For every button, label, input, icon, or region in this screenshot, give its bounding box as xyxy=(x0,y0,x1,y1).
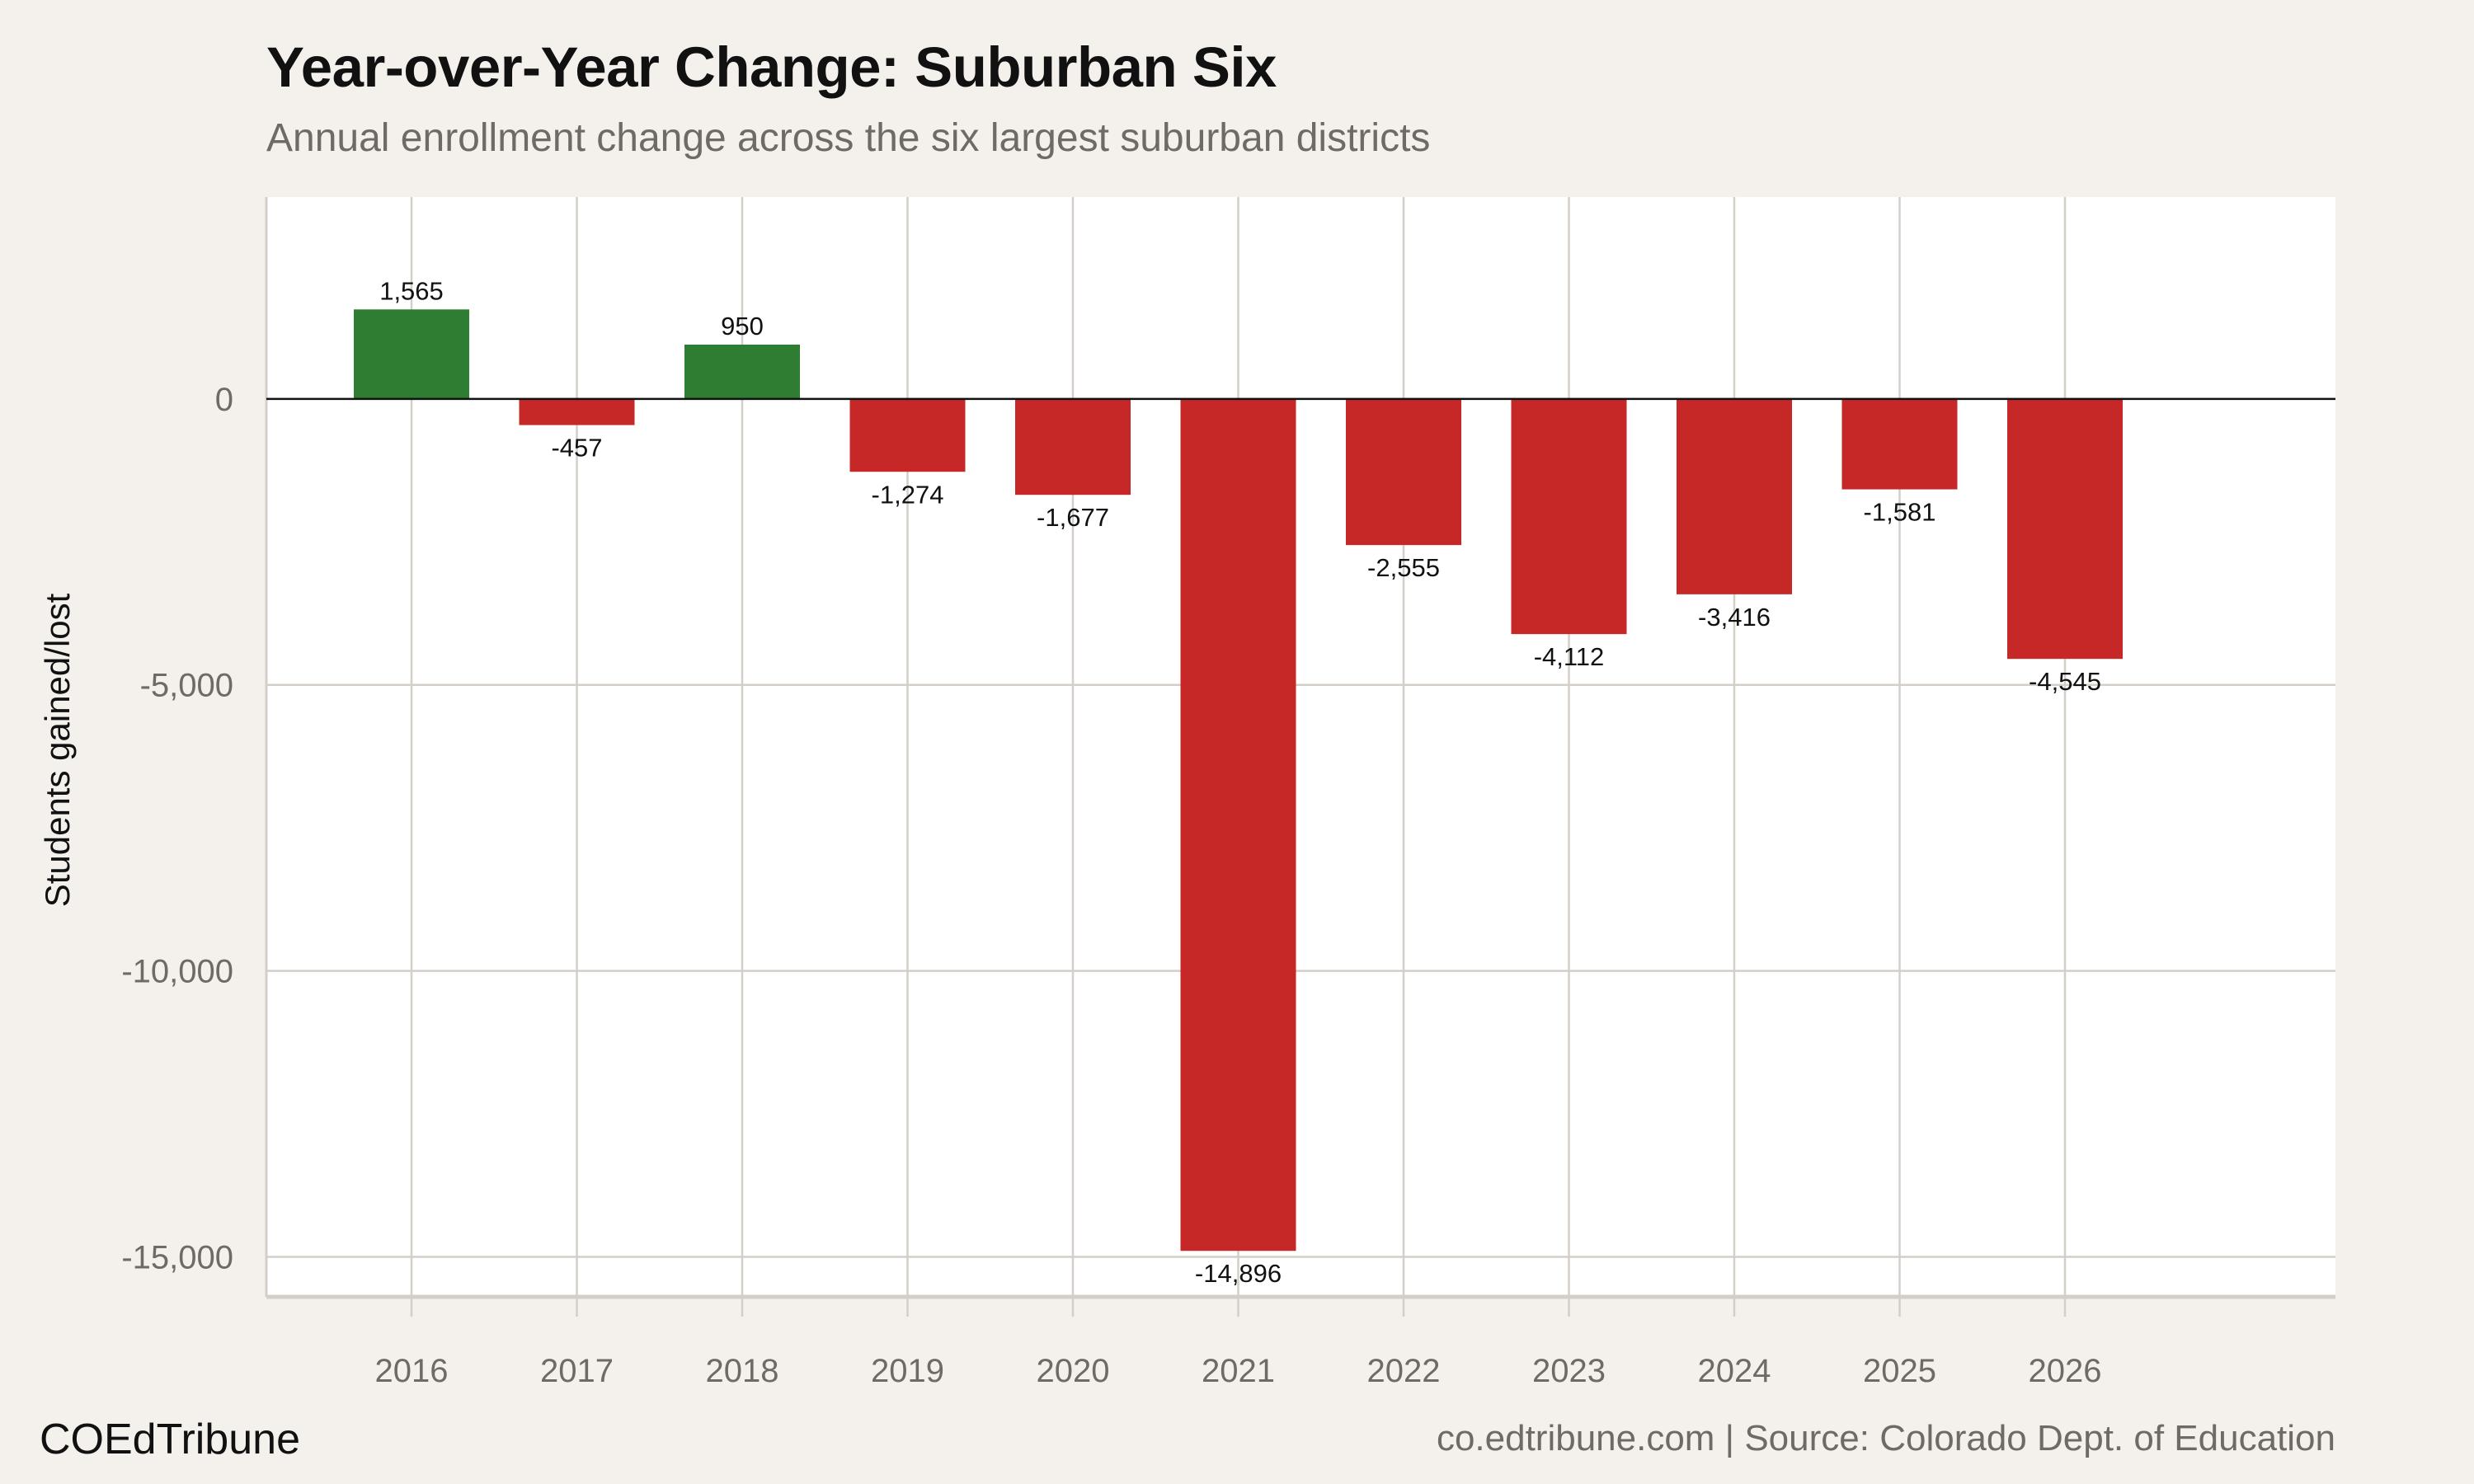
bar-2023 xyxy=(1511,398,1627,635)
x-tick-label: 2024 xyxy=(1698,1353,1771,1389)
bar-2026 xyxy=(2007,398,2123,660)
x-tick-label: 2025 xyxy=(1863,1353,1936,1389)
chart-subtitle: Annual enrollment change across the six … xyxy=(266,116,1431,160)
data-label-2018: 950 xyxy=(721,312,764,340)
bar-2017 xyxy=(519,398,635,425)
x-tick-label: 2016 xyxy=(375,1353,449,1389)
data-label-2019: -1,274 xyxy=(872,480,944,509)
chart-title: Year-over-Year Change: Suburban Six xyxy=(266,35,1277,99)
x-tick-label: 2026 xyxy=(2029,1353,2102,1389)
x-tick-label: 2023 xyxy=(1532,1353,1606,1389)
x-tick-label: 2020 xyxy=(1037,1353,1110,1389)
x-tick-label: 2018 xyxy=(706,1353,779,1389)
data-label-2026: -4,545 xyxy=(2029,667,2101,696)
x-tick-label: 2022 xyxy=(1367,1353,1441,1389)
bar-2020 xyxy=(1015,398,1131,495)
bar-2025 xyxy=(1841,398,1958,490)
bar-2019 xyxy=(849,398,966,472)
source-note: co.edtribune.com | Source: Colorado Dept… xyxy=(1436,1418,2335,1458)
bar-2022 xyxy=(1346,398,1461,546)
data-label-2025: -1,581 xyxy=(1864,498,1936,527)
x-tick-label: 2021 xyxy=(1202,1353,1275,1389)
bar-2024 xyxy=(1677,398,1792,594)
data-label-2016: 1,565 xyxy=(379,276,444,305)
brand-logo-text: COEdTribune xyxy=(40,1416,300,1463)
plot-panel xyxy=(266,197,2335,1297)
data-label-2020: -1,677 xyxy=(1037,503,1109,532)
bar-2021 xyxy=(1180,398,1296,1252)
data-label-2017: -457 xyxy=(551,434,602,463)
data-label-2021: -14,896 xyxy=(1195,1259,1282,1288)
bar-2018 xyxy=(684,344,800,399)
data-label-2024: -3,416 xyxy=(1698,603,1771,632)
y-tick-label: -10,000 xyxy=(121,954,233,990)
y-tick-label: -15,000 xyxy=(121,1239,233,1275)
y-tick-label: 0 xyxy=(215,382,233,418)
y-tick-label: -5,000 xyxy=(140,668,233,704)
bar-2016 xyxy=(354,309,469,399)
data-label-2023: -4,112 xyxy=(1534,642,1605,671)
data-label-2022: -2,555 xyxy=(1367,553,1440,582)
x-tick-label: 2019 xyxy=(871,1353,944,1389)
x-tick-label: 2017 xyxy=(540,1353,614,1389)
